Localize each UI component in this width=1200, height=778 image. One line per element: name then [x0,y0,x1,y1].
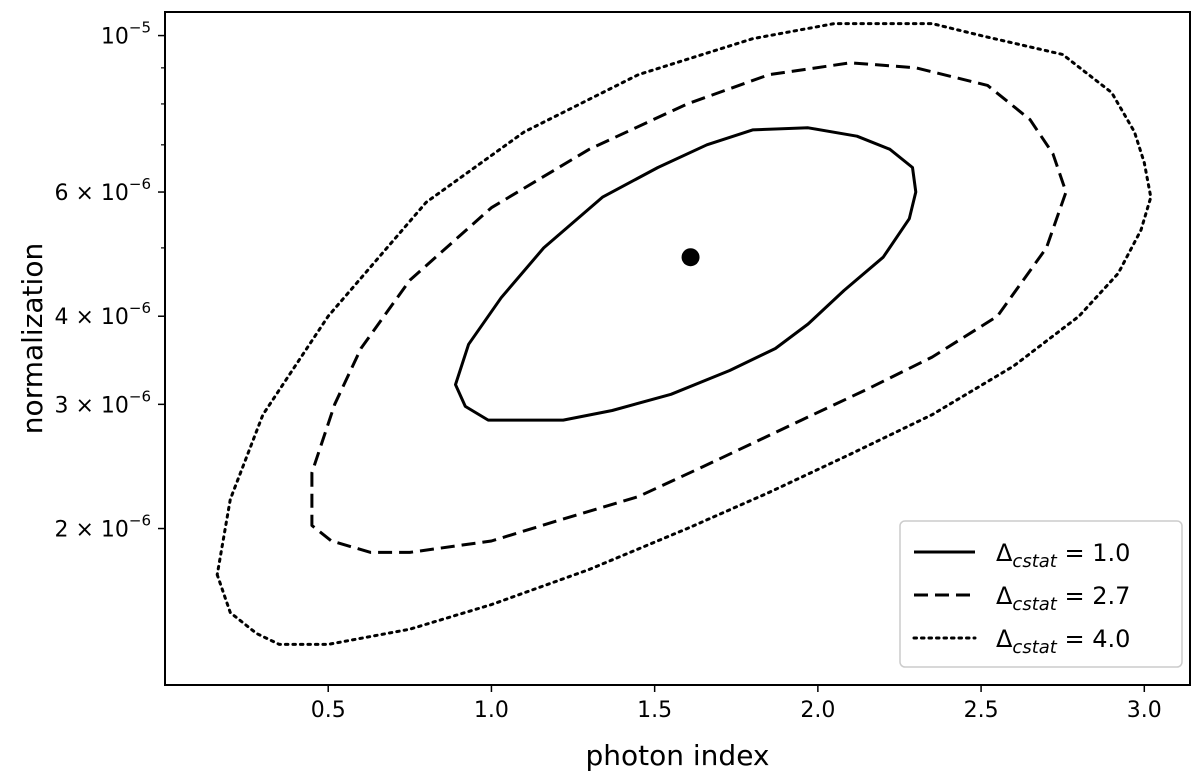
legend-value: = 2.7 [1057,582,1131,610]
contour-lines [215,22,1153,646]
y-tick-exponent: −6 [129,175,151,193]
legend-box [899,520,1183,668]
best-fit-point [681,248,700,267]
legend-subscript: cstat [1012,594,1057,615]
y-tick-label: 6 × 10−6 [54,175,151,206]
y-tick-label: 4 × 10−6 [54,299,151,330]
legend-delta: Δ [996,625,1013,653]
y-tick-mantissa: 3 × [54,393,100,418]
legend-subscript: cstat [1012,637,1057,658]
x-tick-label: 3.0 [1127,698,1162,723]
y-axis: 10−56 × 10−64 × 10−63 × 10−62 × 10−6 [54,19,165,543]
y-tick-exponent: −6 [129,387,151,405]
plot-frame [164,11,1191,686]
y-tick-mantissa: 6 × [54,181,100,206]
contour-line-3 [215,22,1153,646]
y-tick-label: 3 × 10−6 [54,387,151,418]
legend-delta: Δ [996,582,1013,610]
x-tick-label: 1.5 [637,698,672,723]
y-tick-exponent: −6 [129,299,151,317]
x-tick-label: 0.5 [311,698,346,723]
y-tick-exponent: −5 [129,19,151,37]
x-tick-label: 2.0 [800,698,835,723]
legend-value: = 1.0 [1057,539,1131,567]
legend-label-1: Δcstat = 1.0 [996,539,1130,572]
y-tick-mantissa: 4 × [54,305,100,330]
contour-line-2 [310,61,1068,554]
x-tick-label: 2.5 [964,698,999,723]
legend-label-3: Δcstat = 4.0 [996,625,1130,658]
y-axis-label: normalization [16,243,49,434]
legend-label-2: Δcstat = 2.7 [996,582,1130,615]
y-tick-base: 10 [101,305,129,330]
legend-subscript: cstat [1012,551,1057,572]
best-fit-point-group [681,248,700,267]
y-tick-label: 2 × 10−6 [54,512,151,543]
legend-value: = 4.0 [1057,625,1131,653]
y-tick-base: 10 [101,181,129,206]
y-tick-exponent: −6 [129,512,151,530]
y-tick-base: 10 [101,25,129,50]
y-tick-mantissa: 2 × [54,518,100,543]
legend-delta: Δ [996,539,1013,567]
x-tick-label: 1.0 [474,698,509,723]
y-tick-label: 10−5 [101,19,151,50]
y-tick-base: 10 [101,393,129,418]
x-axis-label: photon index [585,739,769,772]
y-tick-base: 10 [101,518,129,543]
x-axis: 0.5 1.0 1.5 2.0 2.5 3.0 [311,685,1162,723]
contour-line-1 [454,126,918,422]
